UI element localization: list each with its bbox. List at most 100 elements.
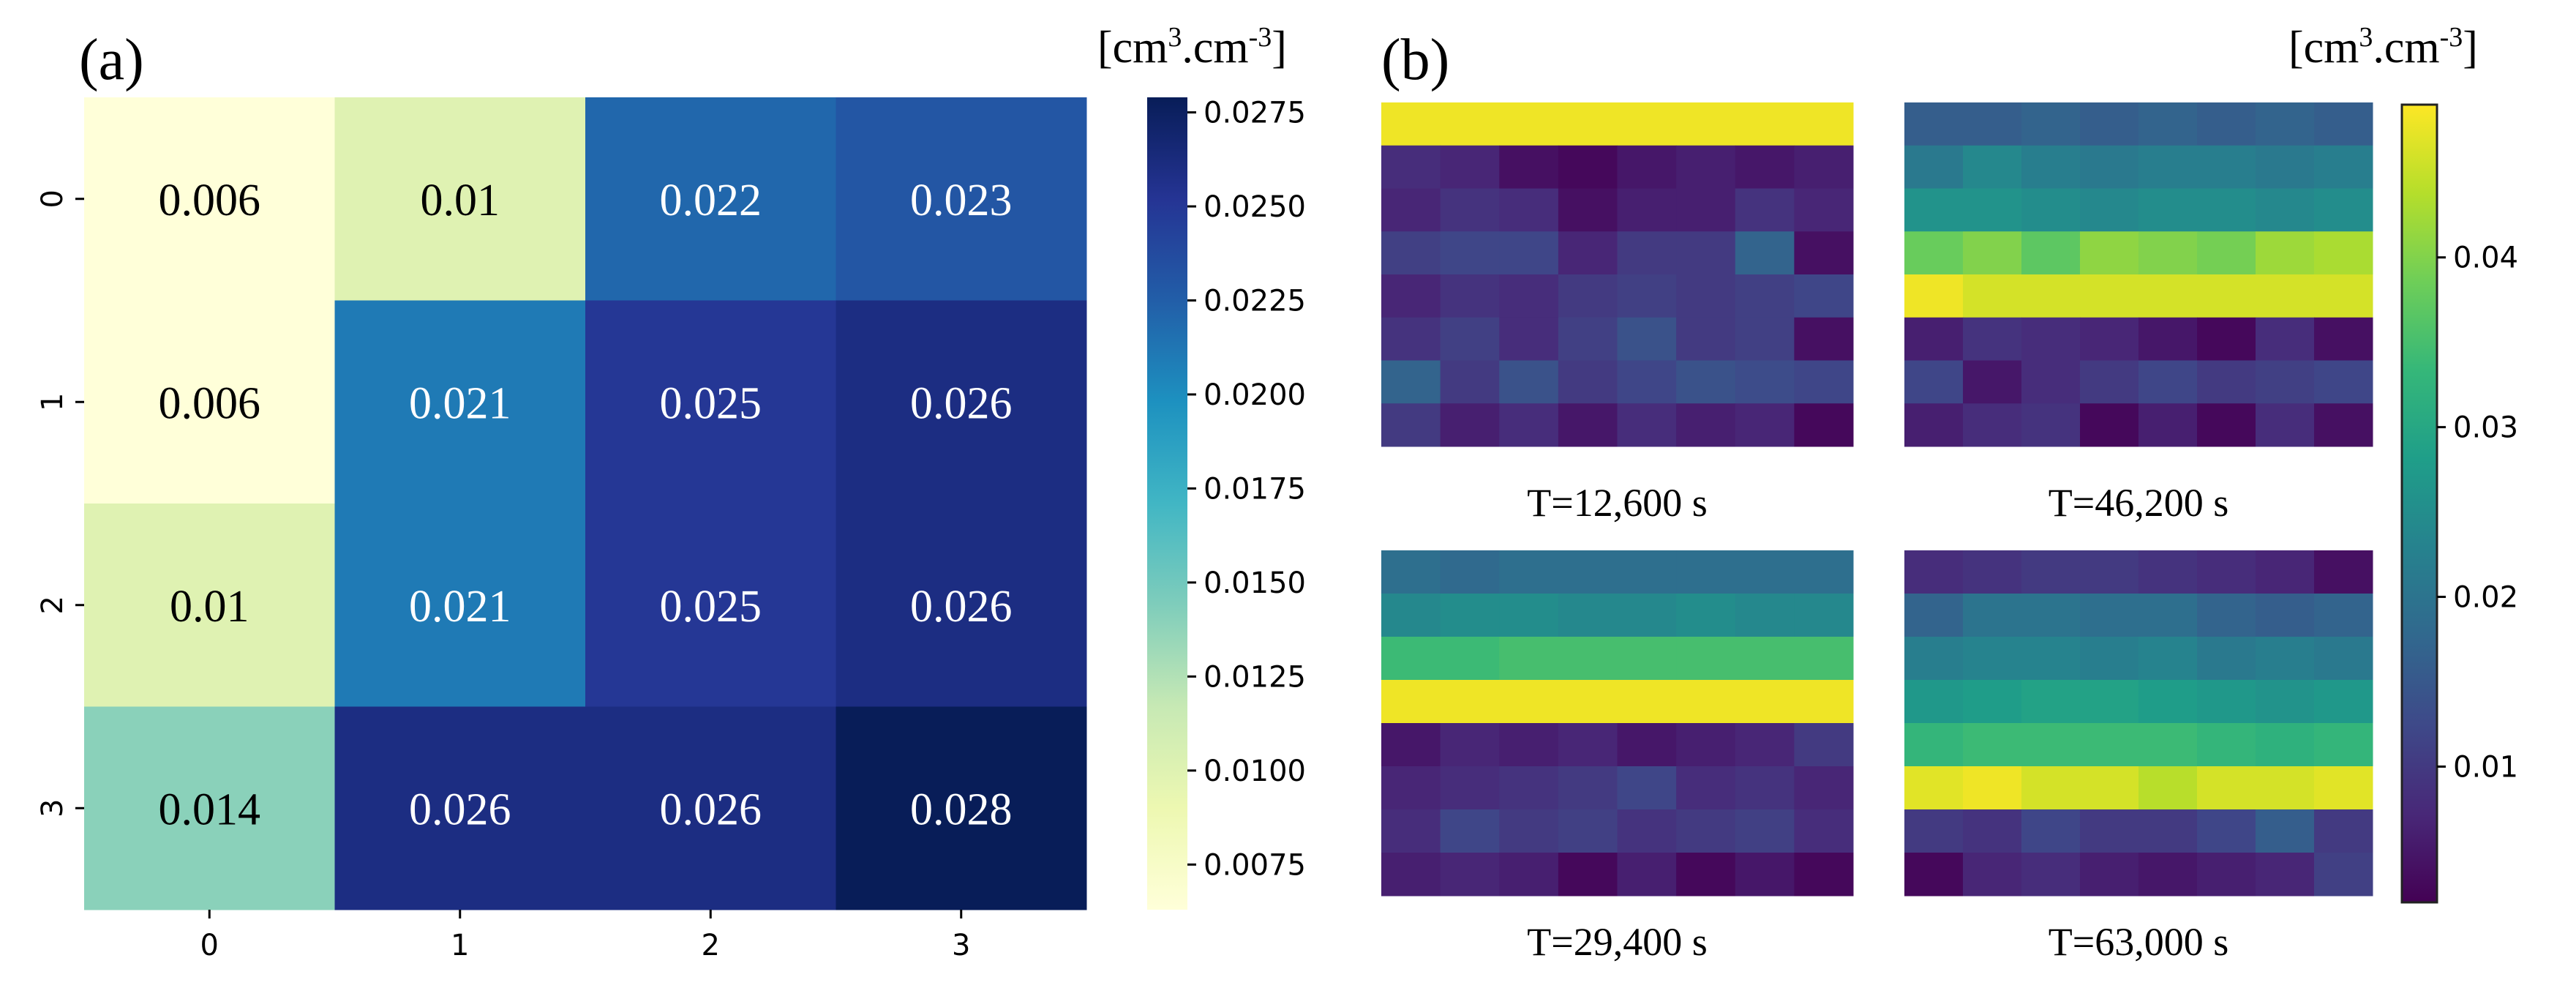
map-cell <box>2021 766 2081 810</box>
map-cell <box>2256 853 2315 897</box>
map-cell <box>1499 853 1559 897</box>
map-cell <box>2256 274 2315 318</box>
map-cell <box>2080 231 2139 275</box>
map-cell <box>1558 231 1618 275</box>
map-cell <box>2138 188 2198 232</box>
map-cell <box>1558 145 1618 189</box>
map-cell <box>1676 680 1736 724</box>
map-cell <box>2138 231 2198 275</box>
heatmap-cell <box>334 706 586 910</box>
map-3: T=63,000 s <box>1904 550 2373 964</box>
cell-value-label: 0.006 <box>159 176 261 225</box>
map-cell <box>1558 809 1618 853</box>
map-cell <box>1499 403 1559 447</box>
heatmap-cell <box>84 706 335 910</box>
colorbar-b-tick-label: 0.03 <box>2453 411 2518 445</box>
map-cell <box>1440 853 1500 897</box>
map-cell <box>1381 550 1441 594</box>
map-cell <box>1558 594 1618 637</box>
x-tick-label: 1 <box>451 929 469 962</box>
map-cell <box>2197 766 2256 810</box>
map-cell <box>2256 188 2315 232</box>
cell-value-label: 0.028 <box>910 785 1013 834</box>
map-cell <box>1794 360 1854 404</box>
map-cell <box>1558 188 1618 232</box>
map-cell <box>1499 360 1559 404</box>
colorbar-b: 0.01 0.02 0.03 0.04 <box>2400 103 2518 904</box>
map-cell <box>1440 766 1500 810</box>
map-cell <box>1963 317 2022 361</box>
map-cell <box>1794 853 1854 897</box>
map-cell <box>1381 360 1441 404</box>
map-cell <box>1904 550 1964 594</box>
map-cell <box>1440 550 1500 594</box>
map-cell <box>2197 809 2256 853</box>
map-cell <box>1676 809 1736 853</box>
map-cell <box>2256 637 2315 681</box>
map-cell <box>1963 766 2022 810</box>
map-cell <box>1794 680 1854 724</box>
map-cell <box>2256 809 2315 853</box>
map-cell <box>1558 723 1618 767</box>
map-cell <box>1381 403 1441 447</box>
colorbar-b-tick-label: 0.02 <box>2453 581 2518 615</box>
map-cell <box>1381 723 1441 767</box>
map-cell <box>2197 145 2256 189</box>
map-cell <box>2314 231 2373 275</box>
map-caption: T=46,200 s <box>2049 481 2228 525</box>
map-cell <box>1558 274 1618 318</box>
map-cell <box>1617 102 1677 146</box>
map-cell <box>1963 723 2022 767</box>
map-cell <box>1963 637 2022 681</box>
cell-value-label: 0.026 <box>910 582 1013 632</box>
heatmap-cell <box>585 97 836 301</box>
map-cell <box>1440 809 1500 853</box>
map-cell <box>1440 680 1500 724</box>
map-cell <box>1499 145 1559 189</box>
map-cell <box>2021 853 2081 897</box>
map-cell <box>2080 809 2139 853</box>
map-cell <box>1676 188 1736 232</box>
map-cell <box>1963 853 2022 897</box>
map-cell <box>1676 102 1736 146</box>
map-cell <box>2138 274 2198 318</box>
heatmap-cell <box>585 300 836 504</box>
map-cell <box>2080 360 2139 404</box>
cell-value-label: 0.01 <box>421 176 500 225</box>
map-cell <box>2314 317 2373 361</box>
map-cell <box>1617 723 1677 767</box>
map-cell <box>1794 274 1854 318</box>
colorbar-a-tick-label: 0.0100 <box>1203 755 1306 788</box>
cell-value-label: 0.026 <box>409 785 511 834</box>
map-cell <box>1558 550 1618 594</box>
x-tick-label: 3 <box>952 929 970 962</box>
map-cell <box>1499 274 1559 318</box>
map-cell <box>1794 637 1854 681</box>
map-cell <box>1735 637 1795 681</box>
map-0: T=12,600 s <box>1381 102 1854 525</box>
map-cell <box>2080 403 2139 447</box>
map-cell <box>1904 317 1964 361</box>
map-cell <box>2197 274 2256 318</box>
map-cell <box>1794 102 1854 146</box>
map-cell <box>1794 550 1854 594</box>
map-cell <box>1617 680 1677 724</box>
map-cell <box>1617 853 1677 897</box>
map-cell <box>1558 766 1618 810</box>
heatmap-cell <box>334 97 586 301</box>
panel-a-unit: [cm3.cm-3] <box>1097 22 1287 72</box>
map-1: T=46,200 s <box>1904 102 2373 525</box>
map-cell <box>2197 317 2256 361</box>
map-cell <box>1558 360 1618 404</box>
map-cell <box>1904 809 1964 853</box>
heatmap-cell <box>835 706 1087 910</box>
map-cell <box>2080 317 2139 361</box>
map-cell <box>2256 145 2315 189</box>
map-cell <box>1381 594 1441 637</box>
map-cell <box>1735 809 1795 853</box>
map-cell <box>1558 680 1618 724</box>
map-cell <box>1904 145 1964 189</box>
map-cell <box>2197 188 2256 232</box>
map-cell <box>1904 723 1964 767</box>
map-cell <box>1904 360 1964 404</box>
